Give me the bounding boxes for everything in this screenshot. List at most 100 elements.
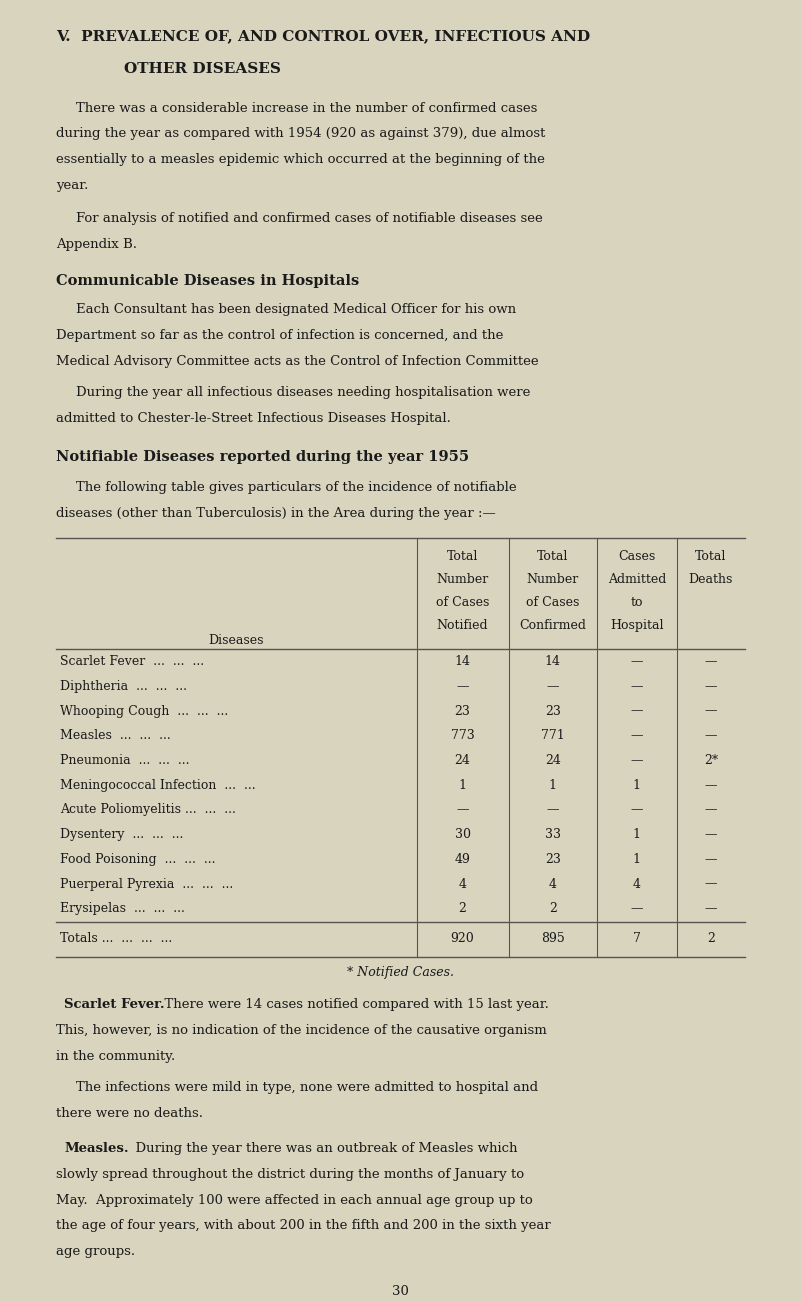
- Text: —: —: [630, 704, 643, 717]
- Text: Food Poisoning  ...  ...  ...: Food Poisoning ... ... ...: [60, 853, 215, 866]
- Text: —: —: [705, 779, 717, 792]
- Text: 30: 30: [392, 1285, 409, 1298]
- Text: there were no deaths.: there were no deaths.: [56, 1107, 203, 1120]
- Text: V.  PREVALENCE OF, AND CONTROL OVER, INFECTIOUS AND: V. PREVALENCE OF, AND CONTROL OVER, INFE…: [56, 30, 590, 44]
- Text: Each Consultant has been designated Medical Officer for his own: Each Consultant has been designated Medi…: [76, 303, 516, 316]
- Text: 895: 895: [541, 932, 565, 945]
- Text: essentially to a measles epidemic which occurred at the beginning of the: essentially to a measles epidemic which …: [56, 154, 545, 167]
- Text: —: —: [457, 803, 469, 816]
- Text: —: —: [630, 729, 643, 742]
- Text: Meningococcal Infection  ...  ...: Meningococcal Infection ... ...: [60, 779, 256, 792]
- Text: 24: 24: [455, 754, 470, 767]
- Text: Totals ...  ...  ...  ...: Totals ... ... ... ...: [60, 932, 172, 945]
- Text: Notified: Notified: [437, 618, 489, 631]
- Text: to: to: [630, 596, 643, 609]
- Text: Scarlet Fever.: Scarlet Fever.: [64, 999, 165, 1012]
- Text: Department so far as the control of infection is concerned, and the: Department so far as the control of infe…: [56, 329, 504, 342]
- Text: 920: 920: [451, 932, 474, 945]
- Text: Measles  ...  ...  ...: Measles ... ... ...: [60, 729, 171, 742]
- Text: Hospital: Hospital: [610, 618, 663, 631]
- Text: 4: 4: [549, 878, 557, 891]
- Text: Erysipelas  ...  ...  ...: Erysipelas ... ... ...: [60, 902, 185, 915]
- Text: Notifiable Diseases reported during the year 1955: Notifiable Diseases reported during the …: [56, 449, 469, 464]
- Text: Puerperal Pyrexia  ...  ...  ...: Puerperal Pyrexia ... ... ...: [60, 878, 233, 891]
- Text: —: —: [546, 803, 559, 816]
- Text: May.  Approximately 100 were affected in each annual age group up to: May. Approximately 100 were affected in …: [56, 1194, 533, 1207]
- Text: 4: 4: [633, 878, 641, 891]
- Text: For analysis of notified and confirmed cases of notifiable diseases see: For analysis of notified and confirmed c…: [76, 212, 543, 225]
- Text: Deaths: Deaths: [689, 573, 733, 586]
- Text: 7: 7: [633, 932, 641, 945]
- Text: —: —: [705, 680, 717, 693]
- Text: Measles.: Measles.: [64, 1142, 129, 1155]
- Text: —: —: [705, 902, 717, 915]
- Text: Diphtheria  ...  ...  ...: Diphtheria ... ... ...: [60, 680, 187, 693]
- Text: 4: 4: [459, 878, 466, 891]
- Text: —: —: [705, 878, 717, 891]
- Text: Number: Number: [526, 573, 579, 586]
- Text: Whooping Cough  ...  ...  ...: Whooping Cough ... ... ...: [60, 704, 228, 717]
- Text: 1: 1: [633, 853, 641, 866]
- Text: —: —: [630, 902, 643, 915]
- Text: of Cases: of Cases: [526, 596, 579, 609]
- Text: —: —: [705, 729, 717, 742]
- Text: —: —: [457, 680, 469, 693]
- Text: 14: 14: [455, 655, 470, 668]
- Text: Acute Poliomyelitis ...  ...  ...: Acute Poliomyelitis ... ... ...: [60, 803, 236, 816]
- Text: —: —: [705, 803, 717, 816]
- Text: Total: Total: [447, 551, 478, 564]
- Text: There were 14 cases notified compared with 15 last year.: There were 14 cases notified compared wi…: [156, 999, 549, 1012]
- Text: * Notified Cases.: * Notified Cases.: [347, 966, 454, 979]
- Text: —: —: [705, 655, 717, 668]
- Text: Appendix B.: Appendix B.: [56, 238, 137, 251]
- Text: During the year all infectious diseases needing hospitalisation were: During the year all infectious diseases …: [76, 387, 530, 400]
- Text: —: —: [630, 754, 643, 767]
- Text: —: —: [546, 680, 559, 693]
- Text: 2*: 2*: [704, 754, 718, 767]
- Text: 23: 23: [545, 704, 561, 717]
- Text: 2: 2: [707, 932, 714, 945]
- Text: of Cases: of Cases: [436, 596, 489, 609]
- Text: Cases: Cases: [618, 551, 655, 564]
- Text: during the year as compared with 1954 (920 as against 379), due almost: during the year as compared with 1954 (9…: [56, 128, 545, 141]
- Text: 771: 771: [541, 729, 565, 742]
- Text: 1: 1: [549, 779, 557, 792]
- Text: the age of four years, with about 200 in the fifth and 200 in the sixth year: the age of four years, with about 200 in…: [56, 1220, 551, 1233]
- Text: admitted to Chester-le-Street Infectious Diseases Hospital.: admitted to Chester-le-Street Infectious…: [56, 413, 451, 424]
- Text: There was a considerable increase in the number of confirmed cases: There was a considerable increase in the…: [76, 102, 537, 115]
- Text: Pneumonia  ...  ...  ...: Pneumonia ... ... ...: [60, 754, 190, 767]
- Text: 24: 24: [545, 754, 561, 767]
- Text: —: —: [705, 704, 717, 717]
- Text: During the year there was an outbreak of Measles which: During the year there was an outbreak of…: [127, 1142, 517, 1155]
- Text: Medical Advisory Committee acts as the Control of Infection Committee: Medical Advisory Committee acts as the C…: [56, 354, 539, 367]
- Text: 49: 49: [455, 853, 470, 866]
- Text: —: —: [705, 853, 717, 866]
- Text: —: —: [630, 655, 643, 668]
- Text: Admitted: Admitted: [608, 573, 666, 586]
- Text: 23: 23: [545, 853, 561, 866]
- Text: 33: 33: [545, 828, 561, 841]
- Text: —: —: [705, 828, 717, 841]
- Text: Diseases: Diseases: [208, 634, 264, 647]
- Text: —: —: [630, 680, 643, 693]
- Text: The following table gives particulars of the incidence of notifiable: The following table gives particulars of…: [76, 482, 517, 495]
- Text: Total: Total: [537, 551, 569, 564]
- Text: This, however, is no indication of the incidence of the causative organism: This, however, is no indication of the i…: [56, 1023, 547, 1036]
- Text: 1: 1: [633, 779, 641, 792]
- Text: The infections were mild in type, none were admitted to hospital and: The infections were mild in type, none w…: [76, 1081, 538, 1094]
- Text: Communicable Diseases in Hospitals: Communicable Diseases in Hospitals: [56, 273, 360, 288]
- Text: 2: 2: [459, 902, 466, 915]
- Text: year.: year.: [56, 178, 88, 191]
- Text: Total: Total: [695, 551, 727, 564]
- Text: 30: 30: [455, 828, 470, 841]
- Text: in the community.: in the community.: [56, 1049, 175, 1062]
- Text: age groups.: age groups.: [56, 1245, 135, 1258]
- Text: 1: 1: [633, 828, 641, 841]
- Text: Number: Number: [437, 573, 489, 586]
- Text: 2: 2: [549, 902, 557, 915]
- Text: 14: 14: [545, 655, 561, 668]
- Text: 773: 773: [451, 729, 474, 742]
- Text: OTHER DISEASES: OTHER DISEASES: [124, 62, 281, 77]
- Text: Confirmed: Confirmed: [519, 618, 586, 631]
- Text: diseases (other than Tuberculosis) in the Area during the year :—: diseases (other than Tuberculosis) in th…: [56, 506, 496, 519]
